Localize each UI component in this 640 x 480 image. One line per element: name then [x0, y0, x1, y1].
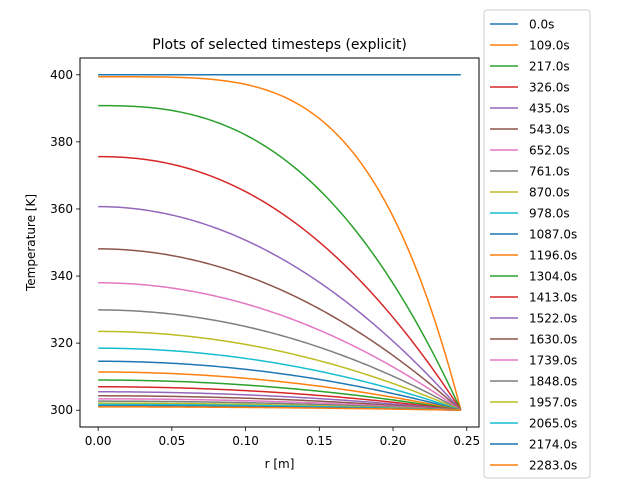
x-tick-label: 0.05 [159, 434, 186, 448]
legend-label: 1522.0s [529, 312, 577, 326]
legend-label: 2283.0s [529, 459, 577, 473]
series-line-1522.0s [98, 391, 461, 411]
series-layer [98, 74, 462, 411]
legend-label: 1196.0s [529, 249, 577, 263]
series-line-761.0s [98, 309, 462, 411]
series-line-109.0s [98, 76, 462, 411]
y-tick-label: 340 [50, 269, 73, 283]
x-tick-label: 0.00 [85, 434, 112, 448]
y-axis-ticks: 300 320 340 360 380 400 [50, 68, 80, 417]
series-line-326.0s [98, 155, 462, 411]
legend-label: 652.0s [529, 144, 570, 158]
legend-label: 0.0s [529, 18, 554, 32]
legend-label: 435.0s [529, 102, 570, 116]
y-tick-label: 360 [50, 202, 73, 216]
y-tick-label: 300 [50, 403, 73, 417]
series-line-217.0s [98, 104, 462, 411]
x-tick-label: 0.10 [232, 434, 259, 448]
legend-label: 761.0s [529, 165, 570, 179]
x-tick-label: 0.15 [306, 434, 333, 448]
series-line-543.0s [98, 248, 462, 411]
legend-label: 2174.0s [529, 438, 577, 452]
series-line-1087.0s [98, 360, 462, 411]
y-tick-label: 380 [50, 135, 73, 149]
series-line-1630.0s [98, 395, 461, 411]
series-line-1413.0s [98, 386, 461, 411]
legend-box [483, 9, 591, 479]
series-line-1304.0s [98, 379, 461, 411]
legend-label: 109.0s [529, 39, 570, 53]
legend-label: 870.0s [529, 186, 570, 200]
legend-label: 1957.0s [529, 396, 577, 410]
legend-label: 543.0s [529, 123, 570, 137]
series-line-2283.0s [98, 406, 461, 411]
x-tick-label: 0.20 [380, 434, 407, 448]
series-line-435.0s [98, 205, 462, 411]
x-axis-ticks: 0.00 0.05 0.10 0.15 0.20 0.25 [85, 427, 480, 448]
axes-frame [79, 57, 480, 428]
legend-label: 2065.0s [529, 417, 577, 431]
legend: 0.0s 109.0s 217.0s 326.0s 435.0s 543.0s 652.0s… [483, 9, 591, 479]
legend-label: 1087.0s [529, 228, 577, 242]
legend-label: 326.0s [529, 81, 570, 95]
x-tick-label: 0.25 [453, 434, 480, 448]
legend-label: 217.0s [529, 60, 570, 74]
x-axis-label: r [m] [265, 457, 295, 471]
legend-label: 1848.0s [529, 375, 577, 389]
series-line-652.0s [98, 282, 462, 411]
legend-label: 1739.0s [529, 354, 577, 368]
legend-label: 1630.0s [529, 333, 577, 347]
chart-title: Plots of selected timesteps (explicit) [152, 37, 407, 53]
series-line-870.0s [98, 330, 462, 411]
legend-label: 1413.0s [529, 291, 577, 305]
y-axis-label: Temperature [K] [24, 194, 38, 292]
legend-label: 978.0s [529, 207, 570, 221]
series-line-978.0s [98, 347, 462, 411]
legend-label: 1304.0s [529, 270, 577, 284]
y-tick-label: 320 [50, 336, 73, 350]
y-tick-label: 400 [50, 68, 73, 82]
series-line-1196.0s [98, 371, 462, 411]
